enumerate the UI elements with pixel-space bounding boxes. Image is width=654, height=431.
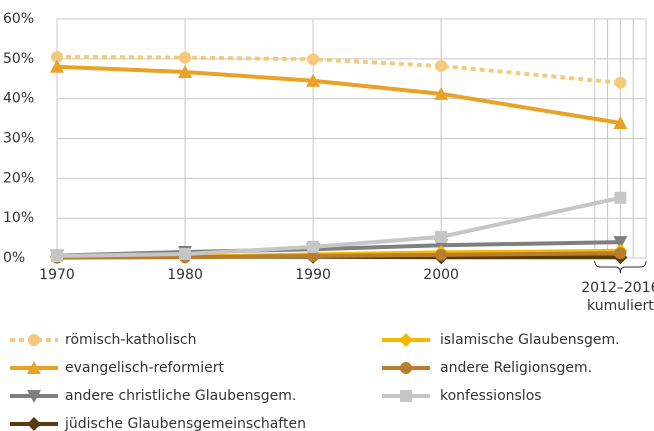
marker [179, 51, 192, 64]
x-tick-label: 2000 [423, 267, 459, 283]
legend-item: jüdische Glaubensgemeinschaften [10, 416, 306, 431]
legend-marker [27, 390, 41, 403]
legend-item: andere Religionsgem. [382, 360, 592, 376]
legend-item: römisch-katholisch [10, 332, 196, 348]
marker [307, 240, 320, 253]
x-tick-label: 2012–2016 [581, 280, 654, 296]
marker [307, 53, 320, 66]
marker [178, 64, 193, 78]
marker [614, 191, 627, 204]
legend-item: andere christliche Glaubensgem. [10, 388, 296, 404]
legend-label: andere christliche Glaubensgem. [65, 388, 296, 404]
legend-label: römisch-katholisch [65, 332, 196, 348]
y-tick-label: 20% [3, 170, 34, 186]
marker [613, 115, 628, 129]
marker [51, 50, 63, 63]
marker [51, 250, 63, 263]
legend-marker [27, 361, 41, 374]
legend-item: konfessionslos [382, 388, 542, 404]
legend-label: islamische Glaubensgem. [440, 332, 620, 348]
legend-label: evangelisch-reformiert [65, 360, 225, 376]
legend-label: andere Religionsgem. [440, 360, 592, 376]
x-tick-label: 1970 [39, 267, 75, 283]
x-tick-label: 1980 [167, 267, 203, 283]
marker [50, 59, 64, 73]
legend-item: evangelisch-reformiert [10, 360, 225, 376]
legend-marker [400, 362, 412, 374]
x-annotation: kumuliert [587, 298, 654, 314]
y-tick-label: 60% [3, 11, 34, 27]
marker [614, 247, 627, 260]
marker [306, 73, 321, 87]
legend-marker [27, 417, 41, 431]
marker [435, 230, 448, 243]
x-tick-label: 1990 [295, 267, 331, 283]
series [51, 50, 627, 89]
legend-marker [28, 334, 40, 346]
legend-label: jüdische Glaubensgemeinschaften [64, 416, 306, 431]
y-tick-label: 30% [3, 131, 34, 147]
marker [179, 248, 192, 261]
marker [435, 248, 448, 261]
y-tick-label: 40% [3, 91, 34, 107]
series [51, 247, 627, 264]
y-tick-label: 50% [3, 51, 34, 67]
marker [613, 236, 628, 250]
y-tick-label: 10% [3, 210, 34, 226]
legend-item: islamische Glaubensgem. [382, 332, 620, 348]
marker [434, 86, 449, 100]
legend-marker [399, 333, 413, 347]
bracket [594, 260, 647, 274]
marker [307, 250, 320, 263]
y-tick-label: 0% [3, 250, 25, 266]
legend-label: konfessionslos [440, 388, 542, 404]
marker [614, 76, 627, 89]
marker [435, 60, 448, 73]
legend-marker [400, 390, 412, 402]
series [50, 59, 628, 129]
series [51, 191, 627, 263]
